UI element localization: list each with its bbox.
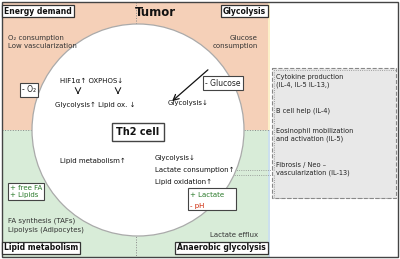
Text: Th2 cell: Th2 cell <box>116 127 160 137</box>
Text: Glucose
consumption: Glucose consumption <box>213 35 258 49</box>
Text: Energy demand: Energy demand <box>4 6 72 16</box>
Text: Anaerobic glycolysis: Anaerobic glycolysis <box>177 243 266 253</box>
FancyBboxPatch shape <box>188 188 236 210</box>
Text: Glycolysis: Glycolysis <box>223 6 266 16</box>
Polygon shape <box>268 2 270 130</box>
Text: Tumor: Tumor <box>134 5 176 18</box>
Text: Lipid metabolism: Lipid metabolism <box>4 243 78 253</box>
Text: Lipid metabolism↑: Lipid metabolism↑ <box>60 158 126 164</box>
Text: Glycolysis↓: Glycolysis↓ <box>168 100 209 106</box>
Polygon shape <box>268 130 270 257</box>
Text: - O₂: - O₂ <box>22 85 36 95</box>
Text: Eosinophil mobilization
and activation (IL-5): Eosinophil mobilization and activation (… <box>276 128 353 142</box>
Text: Glycolysis↓: Glycolysis↓ <box>155 155 196 161</box>
Ellipse shape <box>32 24 244 236</box>
Text: - pH: - pH <box>190 203 204 209</box>
Polygon shape <box>2 2 268 130</box>
Polygon shape <box>2 130 268 257</box>
Text: Lactate efflux: Lactate efflux <box>210 232 258 238</box>
Text: + free FA
+ Lipids: + free FA + Lipids <box>10 185 42 198</box>
Text: Lactate consumption↑: Lactate consumption↑ <box>155 167 234 173</box>
Text: + Lactate: + Lactate <box>190 192 224 198</box>
Text: - Glucose: - Glucose <box>205 78 240 88</box>
Text: HIF1α↑ OXPHOS↓: HIF1α↑ OXPHOS↓ <box>60 78 123 84</box>
Text: Fibrosis / Neo –
vascularization (IL-13): Fibrosis / Neo – vascularization (IL-13) <box>276 162 350 176</box>
Text: Cytokine production
(IL-4, IL-5 IL-13,): Cytokine production (IL-4, IL-5 IL-13,) <box>276 74 343 88</box>
Text: O₂ consumption
Low vascularization: O₂ consumption Low vascularization <box>8 35 77 49</box>
Text: Glycolysis↑ Lipid ox. ↓: Glycolysis↑ Lipid ox. ↓ <box>55 102 136 108</box>
FancyBboxPatch shape <box>272 68 396 198</box>
Text: Lipid oxidation↑: Lipid oxidation↑ <box>155 179 212 185</box>
Text: B cell help (IL-4): B cell help (IL-4) <box>276 108 330 114</box>
Text: FA synthesis (TAFs)
Lipolysis (Adipocytes): FA synthesis (TAFs) Lipolysis (Adipocyte… <box>8 218 84 233</box>
